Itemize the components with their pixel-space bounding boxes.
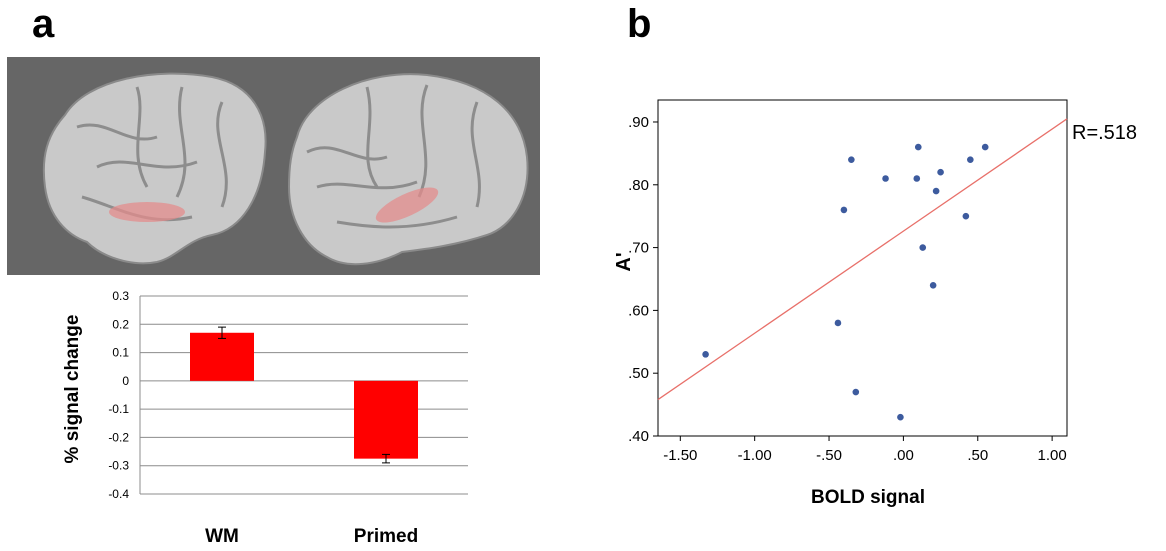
scatter-point [932,187,940,195]
scatter-fit-line [657,118,1068,401]
right-hemisphere [287,73,529,266]
bar-y-tick-label: -0.3 [108,459,129,473]
scatter-y-tick-label: .50 [628,365,649,382]
left-hemisphere [42,72,267,265]
bar-category-label: Primed [354,526,418,547]
scatter-point [967,156,974,163]
scatter-plot-frame [657,99,1068,437]
scatter-point [882,175,889,182]
bar-series [190,326,418,464]
bar-y-tick-label: -0.2 [108,430,129,444]
panel-label-b: b [627,2,652,46]
scatter-point [897,413,904,421]
bar-y-axis-label: % signal change [62,315,83,464]
scatter-point [834,319,842,327]
scatter-x-tick-label: .50 [967,447,988,464]
scatter-y-axis-label: A' [613,252,635,271]
activation-region-left [109,202,185,222]
bar-y-tick-label: 0.1 [112,346,129,360]
scatter-y-tick-label: .60 [628,302,649,319]
scatter-point [937,168,944,176]
bar-y-ticks: 0.3 0.2 0.1 0 -0.1 -0.2 -0.3 -0.4 [108,289,129,501]
scatter-x-tick-label: -1.50 [663,447,697,464]
scatter-point [848,156,855,163]
scatter-x-tick-label: -1.00 [738,447,772,464]
correlation-annotation: R=.518 [1072,122,1137,144]
scatter-point [981,143,989,151]
scatter-y-tick-label: .40 [628,428,649,445]
scatter-point [914,143,922,151]
scatter-y-tick-label: .70 [628,240,649,257]
scatter-x-axis-label: BOLD signal [811,487,925,508]
activation-region-right [375,187,439,223]
bar-primed [354,380,418,459]
scatter-point [929,281,937,289]
bar-chart: 0.3 0.2 0.1 0 -0.1 -0.2 -0.3 -0.4 WM Primed % si… [62,289,468,547]
panel-label-a: a [32,2,55,46]
brain-render-image [7,57,540,275]
bar-x-labels: WM Primed [205,526,418,547]
bar-category-label: WM [205,526,239,547]
scatter-y-tick-label: .80 [628,177,649,194]
bar-y-tick-label: 0.2 [112,317,129,331]
bar-y-tick-label: -0.1 [108,402,129,416]
bar-y-tick-label: -0.4 [108,487,129,501]
scatter-point [919,244,927,251]
scatter-y-tick-label: .90 [628,114,649,131]
bar-wm [190,332,254,381]
scatter-point [852,388,860,396]
scatter-x-tick-label: -.50 [816,447,842,464]
scatter-point [840,206,848,214]
bar-gridlines [139,295,468,495]
scatter-points [702,143,989,421]
bar-y-tick-label: 0 [122,374,129,388]
scatter-point [913,175,921,182]
scatter-x-tick-label: 1.00 [1038,447,1067,464]
scatter-axis-ticks: -1.50 -1.00 -.50 .00 .50 1.00 .40 .50 .60 .70 .80.… [628,114,1067,464]
scatter-plot: -1.50 -1.00 -.50 .00 .50 1.00 .40 .50 .60 .70 .80.… [613,99,1137,508]
regression-line [657,118,1068,401]
scatter-point [702,351,709,358]
bar-y-tick-label: 0.3 [112,289,129,303]
scatter-x-tick-label: .00 [893,447,914,464]
scatter-point [962,212,970,220]
